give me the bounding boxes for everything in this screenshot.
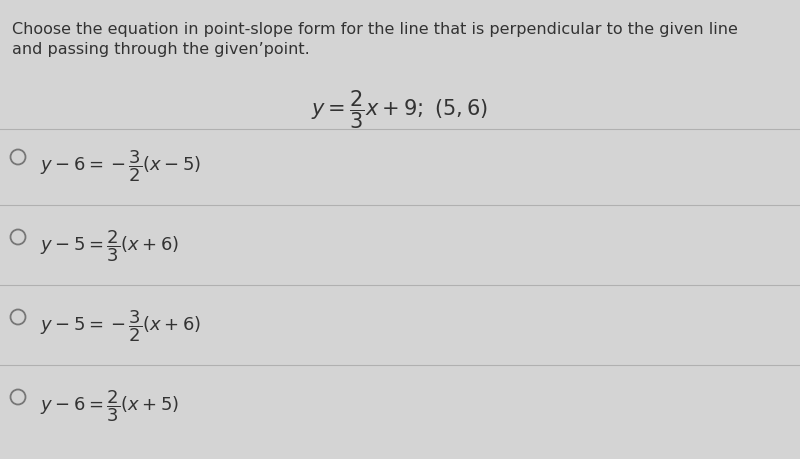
Text: and passing through the givenʼpoint.: and passing through the givenʼpoint. (12, 42, 310, 57)
Text: $y - 6 = \dfrac{2}{3}(x + 5)$: $y - 6 = \dfrac{2}{3}(x + 5)$ (40, 387, 179, 423)
Circle shape (10, 230, 26, 245)
Text: $y = \dfrac{2}{3}x + 9;\ (5, 6)$: $y = \dfrac{2}{3}x + 9;\ (5, 6)$ (311, 88, 489, 130)
Text: Choose the equation in point-slope form for the line that is perpendicular to th: Choose the equation in point-slope form … (12, 22, 738, 37)
Circle shape (10, 310, 26, 325)
Circle shape (10, 150, 26, 165)
Text: $y - 5 = \dfrac{2}{3}(x + 6)$: $y - 5 = \dfrac{2}{3}(x + 6)$ (40, 228, 179, 263)
Circle shape (10, 390, 26, 405)
Text: $y - 5 = -\dfrac{3}{2}(x + 6)$: $y - 5 = -\dfrac{3}{2}(x + 6)$ (40, 308, 202, 343)
Text: $y - 6 = -\dfrac{3}{2}(x - 5)$: $y - 6 = -\dfrac{3}{2}(x - 5)$ (40, 148, 202, 183)
